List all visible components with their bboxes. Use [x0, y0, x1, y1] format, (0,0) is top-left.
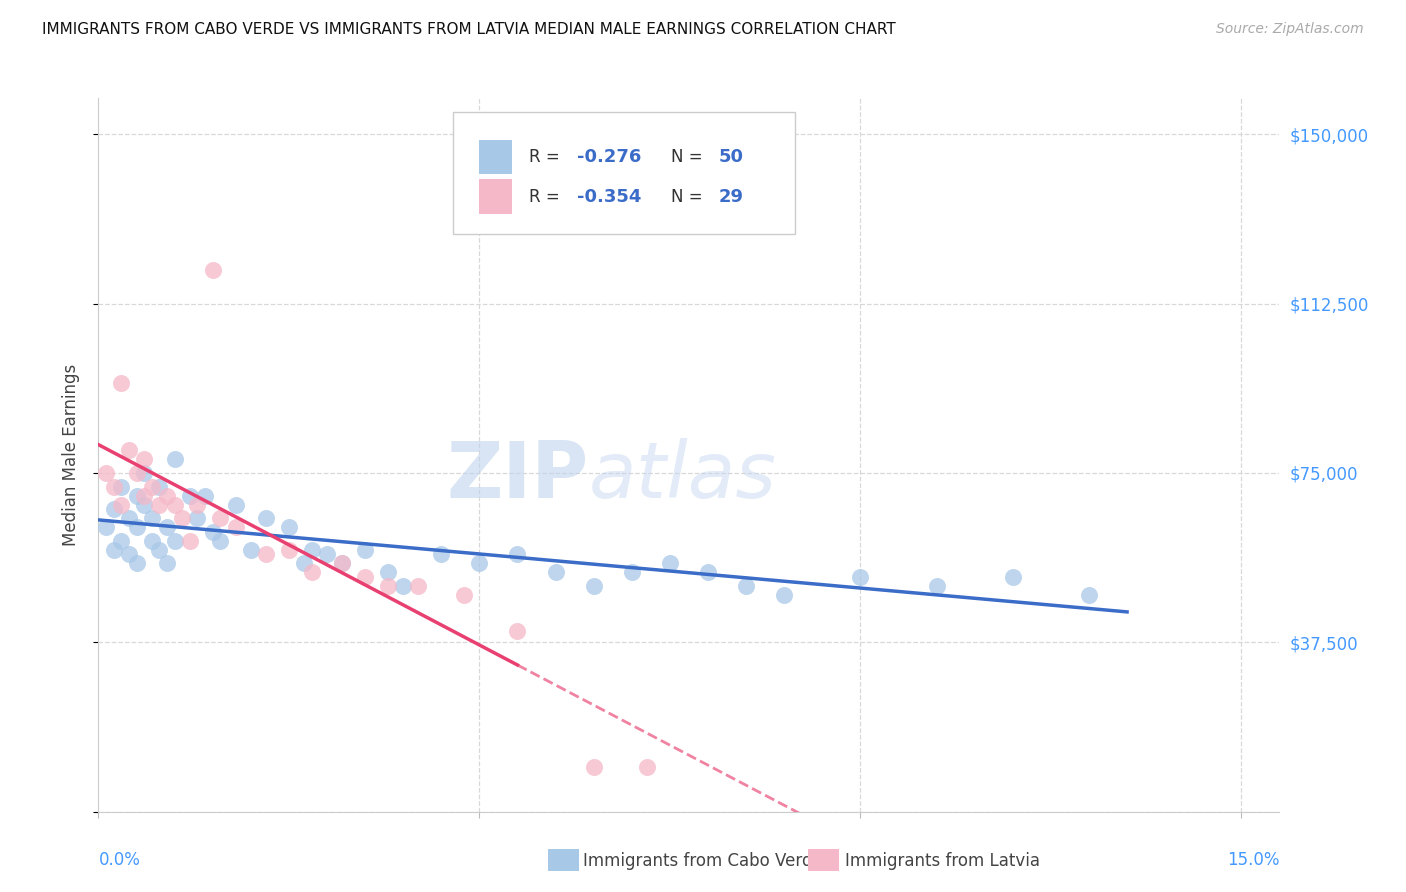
- Point: [1001, 570, 1024, 584]
- Text: -0.276: -0.276: [576, 148, 641, 166]
- Point: [148, 498, 170, 512]
- Point: [148, 479, 170, 493]
- Text: 50: 50: [718, 148, 744, 166]
- Point: [506, 547, 529, 561]
- Point: [506, 624, 529, 638]
- Point: [103, 542, 125, 557]
- Point: [925, 579, 948, 593]
- Point: [697, 566, 720, 580]
- FancyBboxPatch shape: [478, 179, 512, 214]
- Point: [134, 452, 156, 467]
- Point: [209, 533, 232, 548]
- FancyBboxPatch shape: [478, 140, 512, 175]
- Text: Immigrants from Cabo Verde: Immigrants from Cabo Verde: [583, 852, 824, 870]
- Point: [377, 579, 399, 593]
- Point: [110, 498, 132, 512]
- Point: [254, 547, 277, 561]
- Point: [430, 547, 453, 561]
- Point: [179, 489, 201, 503]
- Text: IMMIGRANTS FROM CABO VERDE VS IMMIGRANTS FROM LATVIA MEDIAN MALE EARNINGS CORREL: IMMIGRANTS FROM CABO VERDE VS IMMIGRANTS…: [42, 22, 896, 37]
- Point: [156, 520, 179, 534]
- Point: [330, 557, 353, 571]
- Point: [141, 479, 163, 493]
- Point: [392, 579, 415, 593]
- Point: [201, 524, 224, 539]
- Point: [209, 511, 232, 525]
- Point: [408, 579, 430, 593]
- Point: [118, 511, 141, 525]
- Text: -0.354: -0.354: [576, 187, 641, 205]
- Point: [186, 498, 208, 512]
- Point: [118, 443, 141, 458]
- Point: [163, 533, 186, 548]
- Point: [172, 511, 194, 525]
- Text: R =: R =: [530, 148, 565, 166]
- Point: [179, 533, 201, 548]
- Point: [141, 511, 163, 525]
- Text: Immigrants from Latvia: Immigrants from Latvia: [845, 852, 1040, 870]
- Point: [94, 520, 117, 534]
- Point: [110, 479, 132, 493]
- Point: [316, 547, 339, 561]
- Text: R =: R =: [530, 187, 565, 205]
- Point: [194, 489, 217, 503]
- Point: [377, 566, 399, 580]
- Point: [225, 520, 247, 534]
- Point: [156, 557, 179, 571]
- Point: [354, 542, 377, 557]
- FancyBboxPatch shape: [453, 112, 796, 234]
- Point: [658, 557, 681, 571]
- Point: [134, 489, 156, 503]
- Text: N =: N =: [671, 187, 709, 205]
- Point: [225, 498, 247, 512]
- Point: [453, 588, 475, 602]
- Point: [582, 579, 605, 593]
- Text: 0.0%: 0.0%: [98, 851, 141, 869]
- Point: [125, 557, 148, 571]
- Point: [292, 557, 315, 571]
- Point: [134, 466, 156, 480]
- Point: [254, 511, 277, 525]
- Text: ZIP: ZIP: [446, 438, 589, 515]
- Point: [301, 542, 323, 557]
- Point: [163, 452, 186, 467]
- Point: [110, 376, 132, 390]
- Point: [125, 489, 148, 503]
- Y-axis label: Median Male Earnings: Median Male Earnings: [62, 364, 80, 546]
- Point: [277, 542, 299, 557]
- Point: [582, 759, 605, 773]
- Text: Source: ZipAtlas.com: Source: ZipAtlas.com: [1216, 22, 1364, 37]
- Point: [849, 570, 872, 584]
- Point: [148, 542, 170, 557]
- Point: [125, 466, 148, 480]
- Point: [163, 498, 186, 512]
- Point: [141, 533, 163, 548]
- Point: [735, 579, 758, 593]
- Point: [239, 542, 262, 557]
- Point: [544, 566, 567, 580]
- Point: [156, 489, 179, 503]
- Point: [186, 511, 208, 525]
- Point: [118, 547, 141, 561]
- Point: [1078, 588, 1101, 602]
- Text: 15.0%: 15.0%: [1227, 851, 1279, 869]
- Point: [103, 479, 125, 493]
- Point: [620, 566, 643, 580]
- Point: [134, 498, 156, 512]
- Point: [94, 466, 117, 480]
- Point: [773, 588, 796, 602]
- Text: atlas: atlas: [589, 438, 776, 515]
- Point: [330, 557, 353, 571]
- Point: [354, 570, 377, 584]
- Point: [277, 520, 299, 534]
- Text: N =: N =: [671, 148, 709, 166]
- Text: 29: 29: [718, 187, 744, 205]
- Point: [103, 502, 125, 516]
- Point: [125, 520, 148, 534]
- Point: [636, 759, 658, 773]
- Point: [201, 262, 224, 277]
- Point: [110, 533, 132, 548]
- Point: [468, 557, 491, 571]
- Point: [301, 566, 323, 580]
